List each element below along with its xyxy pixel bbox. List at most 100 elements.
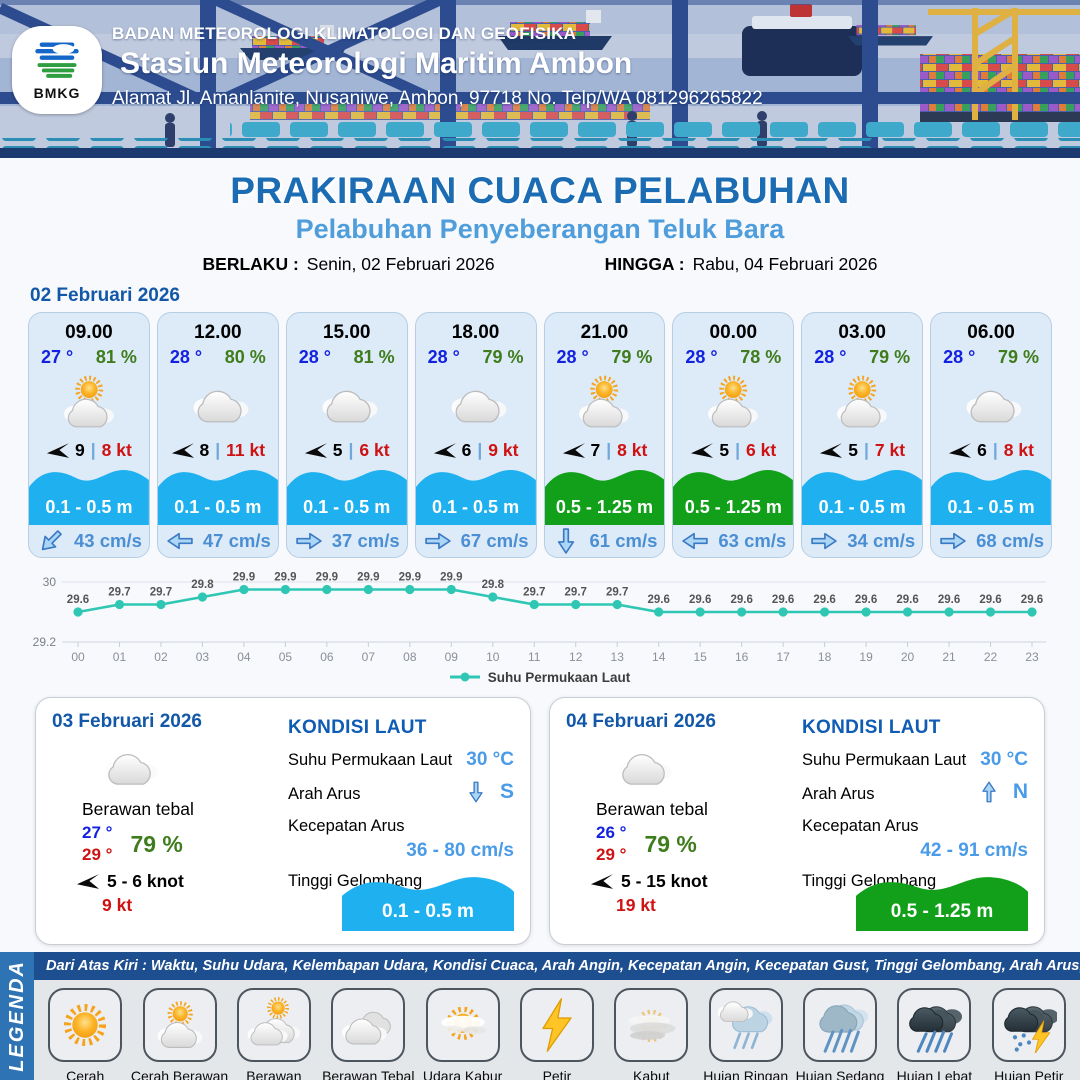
separator: |	[215, 440, 221, 460]
rain-heavy-icon	[906, 997, 962, 1053]
humidity: 81 %	[95, 347, 137, 367]
sea-conditions-title: KONDISI LAUT	[288, 717, 427, 738]
fog-icon	[623, 997, 679, 1053]
current-direction-icon	[938, 530, 968, 552]
svg-text:29.9: 29.9	[274, 572, 296, 584]
wind-range: 5 - 15 knot	[621, 871, 708, 892]
page-title: PRAKIRAAN CUACA PELABUHAN	[230, 170, 850, 211]
current-direction-icon	[974, 780, 1004, 804]
bmkg-logo-mark	[35, 42, 79, 78]
humidity: 80 %	[224, 347, 266, 367]
svg-text:29.6: 29.6	[772, 594, 794, 606]
legend-sidebar-label: LEGENDA	[5, 960, 28, 1072]
wave-height: 0.1 - 0.5 m	[432, 497, 520, 517]
current-row: 61 cm/s	[545, 525, 665, 557]
station-name: Stasiun Meteorologi Maritim Ambon	[120, 47, 633, 80]
legend-icon-tile	[331, 988, 406, 1062]
wind-row: 9 | 8 kt	[29, 440, 149, 461]
forecast-hour-card: 03.00 28 ° 79 % 5 | 7 kt 0.1 - 0.5 m 34 …	[801, 312, 924, 558]
weather-icon	[29, 371, 149, 433]
rain-med-icon	[812, 997, 868, 1053]
wave-shape	[342, 877, 514, 931]
thick-cloud-icon	[340, 997, 396, 1053]
sst-row: Suhu Permukaan Laut 30 °C	[288, 749, 514, 771]
svg-text:29.6: 29.6	[730, 594, 752, 606]
current-direction-label: Arah Arus	[802, 784, 875, 803]
forecast-time: 21.00	[580, 322, 629, 343]
current-direction-row: Arah Arus S	[288, 780, 514, 807]
svg-text:29.7: 29.7	[150, 587, 172, 599]
svg-text:07: 07	[362, 650, 376, 664]
legend-item: Hujan Lebat	[887, 988, 981, 1080]
current-direction-label: Arah Arus	[288, 784, 361, 803]
weather-icon	[416, 371, 536, 433]
separator: |	[606, 440, 612, 460]
wind-range: 5 - 6 knot	[107, 871, 184, 892]
forecast-time: 12.00	[194, 322, 242, 343]
legend-label: Cerah	[66, 1068, 105, 1080]
svg-text:09: 09	[445, 650, 459, 664]
weather-icon	[673, 371, 793, 433]
wind-row: 5 | 6 kt	[287, 440, 407, 461]
svg-text:29.9: 29.9	[440, 572, 462, 584]
forecast-hour-card: 15.00 28 ° 81 % 5 | 6 kt 0.1 - 0.5 m 37 …	[285, 312, 408, 558]
current-speed-row: Kecepatan Arus	[802, 817, 1028, 836]
legend-icon-tile	[614, 988, 689, 1062]
separator: |	[864, 440, 869, 460]
wind-row: 5 | 7 kt	[802, 440, 922, 461]
svg-text:06: 06	[320, 650, 334, 664]
current-speed-label: Kecepatan Arus	[288, 817, 405, 835]
svg-text:29.6: 29.6	[1021, 594, 1043, 606]
wave-shape	[29, 470, 149, 525]
cloud-sun-icon	[246, 997, 302, 1053]
current-direction-icon	[165, 530, 195, 552]
current-speed: 63 cm/s	[718, 530, 787, 551]
air-temperature: 28 °	[169, 347, 203, 367]
wind-row: 7 | 8 kt	[545, 440, 665, 461]
gust-speed: 19 kt	[616, 895, 656, 916]
current-direction-icon	[809, 530, 839, 552]
weather-icon	[931, 371, 1051, 433]
svg-text:18: 18	[818, 650, 832, 664]
weather-icon	[158, 371, 278, 433]
separator: |	[992, 440, 998, 460]
svg-text:29.7: 29.7	[606, 587, 628, 599]
current-row: 67 cm/s	[416, 525, 536, 557]
sst-label: Suhu Permukaan Laut	[288, 750, 453, 769]
gust-speed: 9 kt	[488, 440, 519, 460]
current-direction-value: S	[464, 777, 514, 807]
humidity: 79 %	[130, 830, 183, 857]
legend-item: Cerah	[38, 988, 132, 1080]
forecast-hour-card: 12.00 28 ° 80 % 8 | 11 kt 0.1 - 0.5 m 47…	[156, 312, 279, 558]
svg-text:23: 23	[1025, 650, 1039, 664]
svg-text:16: 16	[735, 650, 749, 664]
sea-conditions: KONDISI LAUT Suhu Permukaan Laut 30 °C A…	[274, 711, 514, 931]
wind-direction-icon	[948, 442, 972, 459]
current-row: 34 cm/s	[802, 525, 922, 557]
separator: |	[477, 440, 483, 460]
valid-until: HINGGA : Rabu, 04 Februari 2026	[605, 254, 878, 275]
temp-min: 26 °	[596, 823, 627, 842]
sst-row: Suhu Permukaan Laut 30 °C	[802, 749, 1028, 771]
current-row: 43 cm/s	[29, 525, 149, 557]
cloud-icon	[180, 371, 256, 433]
current-direction-letter: S	[499, 780, 514, 803]
legend-label: Kabut	[633, 1068, 670, 1080]
separator: |	[90, 440, 96, 460]
temperature-range: 26 ° 29 °	[596, 822, 626, 866]
temp-humidity-row: 28 ° 79 %	[416, 344, 536, 368]
valid-from: BERLAKU : Senin, 02 Februari 2026	[203, 254, 495, 275]
svg-text:10: 10	[486, 650, 500, 664]
wave-shape	[157, 470, 278, 525]
ferry	[742, 4, 862, 76]
separator: |	[735, 440, 741, 460]
air-temperature: 27 °	[41, 347, 74, 367]
day-date: 03 Februari 2026	[52, 711, 202, 732]
wave-height: 0.1 - 0.5 m	[382, 901, 474, 922]
wave-shape	[931, 470, 1051, 525]
day-weather-summary: 04 Februari 2026 Berawan tebal 26 ° 29 °…	[566, 711, 788, 931]
svg-text:12: 12	[569, 650, 583, 664]
forecast-time: 03.00	[838, 322, 886, 343]
valid-until-value: Rabu, 04 Februari 2026	[692, 254, 878, 274]
legend-label: Hujan Sedang	[795, 1068, 885, 1080]
